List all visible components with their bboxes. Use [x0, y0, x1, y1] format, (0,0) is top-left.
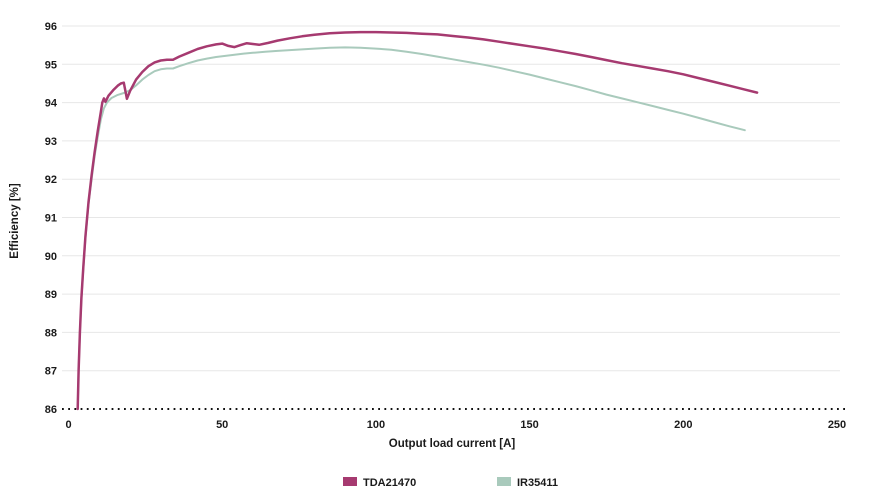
- x-tick-label: 250: [828, 419, 846, 431]
- y-axis-title: Efficiency [%]: [9, 183, 21, 259]
- y-tick-label: 90: [45, 251, 57, 263]
- y-tick-label: 93: [45, 136, 57, 148]
- y-tick-label: 96: [45, 21, 57, 33]
- legend-label-tda21470: TDA21470: [363, 477, 416, 489]
- y-tick-label: 87: [45, 366, 57, 378]
- legend-swatch-ir35411: [497, 477, 511, 486]
- x-tick-label: 100: [367, 419, 385, 431]
- legend-label-ir35411: IR35411: [517, 477, 558, 489]
- grid-layer: [62, 25, 846, 410]
- legend: TDA21470 IR35411: [343, 477, 558, 489]
- y-tick-label: 95: [45, 59, 57, 71]
- x-tick-label: 200: [674, 419, 692, 431]
- y-tick-label: 86: [45, 404, 57, 416]
- tick-layer: 86 87 88 89 90 91 92 93 94 95 96 0 50 100 150 200 250: [45, 21, 846, 431]
- x-axis-title: Output load current [A]: [389, 438, 516, 450]
- series-layer: [76, 30, 759, 411]
- y-tick-label: 92: [45, 174, 57, 186]
- series-line-ir35411: [76, 46, 746, 410]
- y-tick-label: 91: [45, 213, 57, 225]
- y-tick-label: 94: [45, 98, 58, 110]
- x-tick-label: 0: [65, 419, 71, 431]
- x-tick-label: 150: [520, 419, 538, 431]
- x-tick-label: 50: [216, 419, 228, 431]
- series-line-tda21470: [76, 30, 759, 411]
- legend-swatch-tda21470: [343, 477, 357, 486]
- y-tick-label: 89: [45, 289, 57, 301]
- y-tick-label: 88: [45, 327, 57, 339]
